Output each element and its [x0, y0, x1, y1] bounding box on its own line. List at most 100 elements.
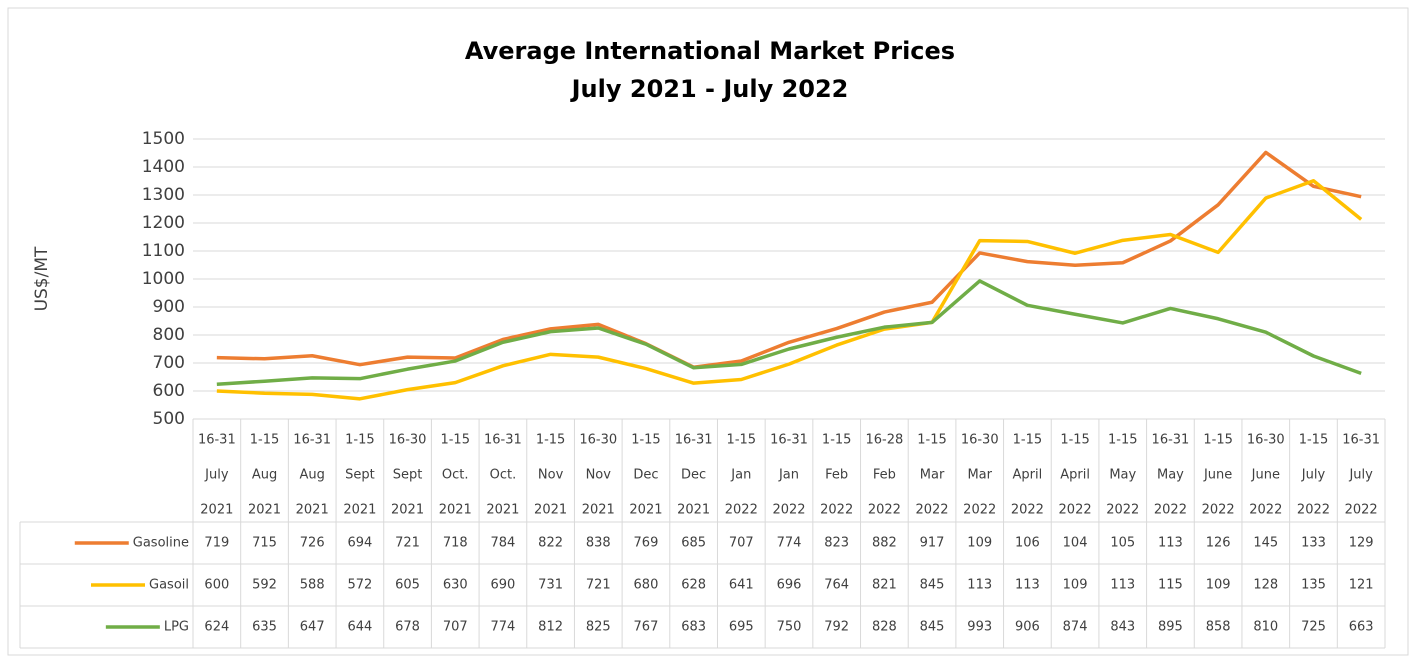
x-tick-label: Nov	[586, 468, 612, 483]
x-tick-label: 16-31	[770, 433, 808, 448]
y-tick-label: 1000	[142, 269, 185, 289]
x-tick-label: 1-15	[1203, 433, 1233, 448]
table-value: 845	[920, 620, 945, 635]
x-tick-label: 2022	[868, 503, 901, 518]
table-value: 129	[1349, 536, 1374, 551]
table-value: 115	[1158, 578, 1183, 593]
x-tick-label: 16-31	[1152, 433, 1190, 448]
table-value: 721	[395, 536, 420, 551]
x-tick-label: 2022	[820, 503, 853, 518]
table-value: 628	[681, 578, 706, 593]
x-tick-label: Oct.	[490, 468, 517, 483]
x-tick-label: May	[1109, 468, 1136, 483]
x-tick-label: 2022	[1011, 503, 1044, 518]
table-value: 695	[729, 620, 754, 635]
table-value: 105	[1110, 536, 1135, 551]
x-tick-label: 16-30	[389, 433, 427, 448]
table-value: 917	[920, 536, 945, 551]
x-tick-label: July	[204, 468, 229, 483]
table-value: 109	[1063, 578, 1088, 593]
table-value: 810	[1253, 620, 1278, 635]
x-tick-label: 16-31	[675, 433, 713, 448]
table-value: 731	[538, 578, 563, 593]
x-tick-label: Jan	[730, 468, 751, 483]
x-tick-label: June	[1251, 468, 1280, 483]
table-value: 683	[681, 620, 706, 635]
table-value: 726	[300, 536, 325, 551]
table-value: 109	[967, 536, 992, 551]
x-tick-label: June	[1203, 468, 1232, 483]
table-value: 721	[586, 578, 611, 593]
x-tick-label: 2021	[629, 503, 662, 518]
x-tick-label: 1-15	[440, 433, 470, 448]
y-tick-label: 1200	[142, 213, 185, 233]
table-value: 845	[920, 578, 945, 593]
x-tick-label: 2021	[343, 503, 376, 518]
table-value: 774	[777, 536, 802, 551]
x-tick-label: May	[1157, 468, 1184, 483]
x-tick-label: Nov	[538, 468, 564, 483]
x-tick-label: 2022	[1345, 503, 1378, 518]
y-tick-label: 900	[153, 297, 185, 317]
x-tick-label: April	[1013, 468, 1043, 483]
y-tick-label: 500	[153, 409, 185, 429]
y-tick-label: 600	[153, 381, 185, 401]
table-value: 719	[204, 536, 229, 551]
table-value: 823	[824, 536, 849, 551]
table-value: 690	[491, 578, 516, 593]
x-tick-label: Sept	[345, 468, 375, 483]
x-tick-label: 16-28	[865, 433, 903, 448]
x-tick-label: 16-31	[198, 433, 236, 448]
x-tick-label: Feb	[873, 468, 896, 483]
x-tick-label: 1-15	[250, 433, 280, 448]
y-tick-label: 1300	[142, 185, 185, 205]
table-value: 145	[1253, 536, 1278, 551]
table-value: 663	[1349, 620, 1374, 635]
table-value: 685	[681, 536, 706, 551]
x-tick-label: 2021	[677, 503, 710, 518]
table-value: 707	[729, 536, 754, 551]
x-tick-label: 1-15	[917, 433, 947, 448]
x-tick-label: Oct.	[442, 468, 469, 483]
table-value: 592	[252, 578, 277, 593]
table-value: 635	[252, 620, 277, 635]
table-value: 630	[443, 578, 468, 593]
table-value: 133	[1301, 536, 1326, 551]
table-value: 825	[586, 620, 611, 635]
x-tick-label: Aug	[252, 468, 277, 483]
table-value: 113	[1110, 578, 1135, 593]
series-line	[216, 279, 1362, 387]
x-tick-label: 2021	[534, 503, 567, 518]
x-tick-label: 2022	[725, 503, 758, 518]
x-tick-label: 2022	[1202, 503, 1235, 518]
table-value: 725	[1301, 620, 1326, 635]
y-tick-label: 800	[153, 325, 185, 345]
table-value: 113	[967, 578, 992, 593]
legend-label: LPG	[164, 620, 189, 635]
x-tick-label: 1-15	[345, 433, 375, 448]
x-tick-label: 1-15	[631, 433, 661, 448]
chart-subtitle: July 2021 - July 2022	[570, 75, 849, 103]
x-tick-label: Sept	[393, 468, 423, 483]
table-value: 792	[824, 620, 849, 635]
table-value: 874	[1063, 620, 1088, 635]
x-tick-label: 2021	[248, 503, 281, 518]
x-tick-label: Aug	[300, 468, 325, 483]
x-tick-label: 16-31	[484, 433, 522, 448]
legend-label: Gasoline	[133, 536, 189, 551]
x-tick-label: 1-15	[727, 433, 757, 448]
table-value: 106	[1015, 536, 1040, 551]
x-tick-label: 16-30	[961, 433, 999, 448]
table-value: 641	[729, 578, 754, 593]
x-tick-label: 16-31	[293, 433, 331, 448]
y-tick-label: 700	[153, 353, 185, 373]
table-value: 774	[491, 620, 516, 635]
x-tick-label: 16-31	[1342, 433, 1380, 448]
x-tick-label: 2022	[963, 503, 996, 518]
x-tick-label: 16-30	[1247, 433, 1285, 448]
table-value: 906	[1015, 620, 1040, 635]
table-value: 113	[1015, 578, 1040, 593]
y-tick-label: 1500	[142, 129, 185, 149]
x-tick-label: Mar	[920, 468, 945, 483]
